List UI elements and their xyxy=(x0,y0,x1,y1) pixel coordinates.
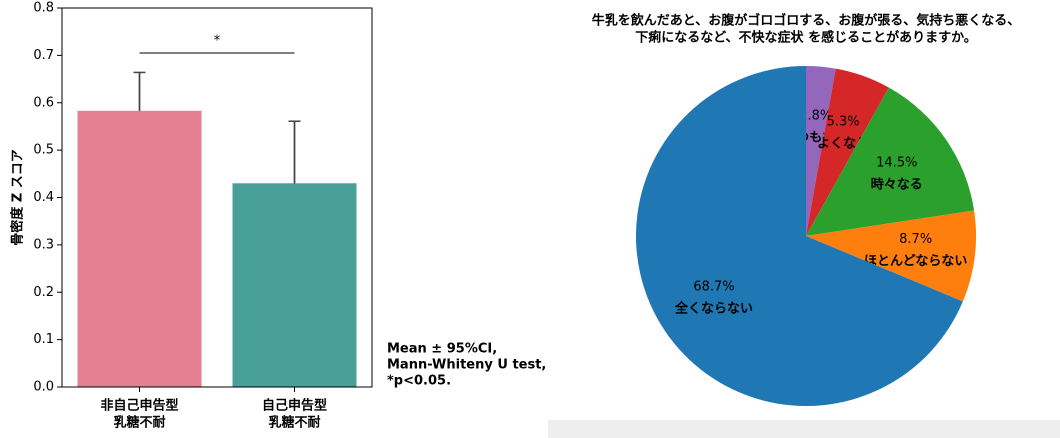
y-tick-label: 0.5 xyxy=(33,143,54,158)
y-tick-label: 0.1 xyxy=(33,332,54,347)
y-tick-label: 0.2 xyxy=(33,285,54,300)
x-tick-label: 自己申告型 xyxy=(262,398,327,414)
slice-label: ほとんどならない xyxy=(864,254,967,269)
y-tick-label: 0.4 xyxy=(33,190,54,205)
value-label: 14.5% xyxy=(876,156,917,171)
x-tick-label: 乳糖不耐 xyxy=(113,415,165,431)
pie-slice xyxy=(636,66,963,407)
significance-label: * xyxy=(214,34,221,49)
value-label: 8.7% xyxy=(899,232,932,247)
y-tick-label: 0.6 xyxy=(33,95,54,110)
pie-slice xyxy=(806,210,976,302)
pie-slice xyxy=(806,66,836,236)
value-label: 68.7% xyxy=(693,280,734,295)
slice-label: 全くならない xyxy=(674,301,753,317)
x-tick-label: 非自己申告型 xyxy=(100,398,178,414)
chart-title: 牛乳を飲んだあと、お腹がゴロゴロする、お腹が張る、気持ち悪くなる、 xyxy=(592,13,1020,29)
y-tick-label: 0.7 xyxy=(33,48,54,63)
slice-label: 時々なる xyxy=(871,177,923,193)
y-tick-label: 0.3 xyxy=(33,237,54,252)
y-tick-label: 0.8 xyxy=(33,1,54,16)
panel-strip xyxy=(548,420,1060,438)
note: Mean ± 95%CI, xyxy=(387,342,497,357)
y-axis-label: 骨密度 Z スコア xyxy=(10,149,26,245)
value-label: 5.3% xyxy=(827,114,860,129)
plot-frame xyxy=(61,7,373,388)
pie-slice xyxy=(806,68,889,237)
note: Mann-Whiteny U test, xyxy=(387,358,546,373)
chart-title: 下痢になるなど、不快な症状 を感じることがありますか。 xyxy=(635,30,977,46)
pie-slice xyxy=(806,87,975,236)
bar xyxy=(232,183,357,387)
x-tick-label: 乳糖不耐 xyxy=(268,415,320,431)
note: *p<0.05. xyxy=(387,374,451,389)
bar xyxy=(77,110,202,388)
value-label: 2.8% xyxy=(799,108,832,123)
y-tick-label: 0.0 xyxy=(33,380,54,395)
